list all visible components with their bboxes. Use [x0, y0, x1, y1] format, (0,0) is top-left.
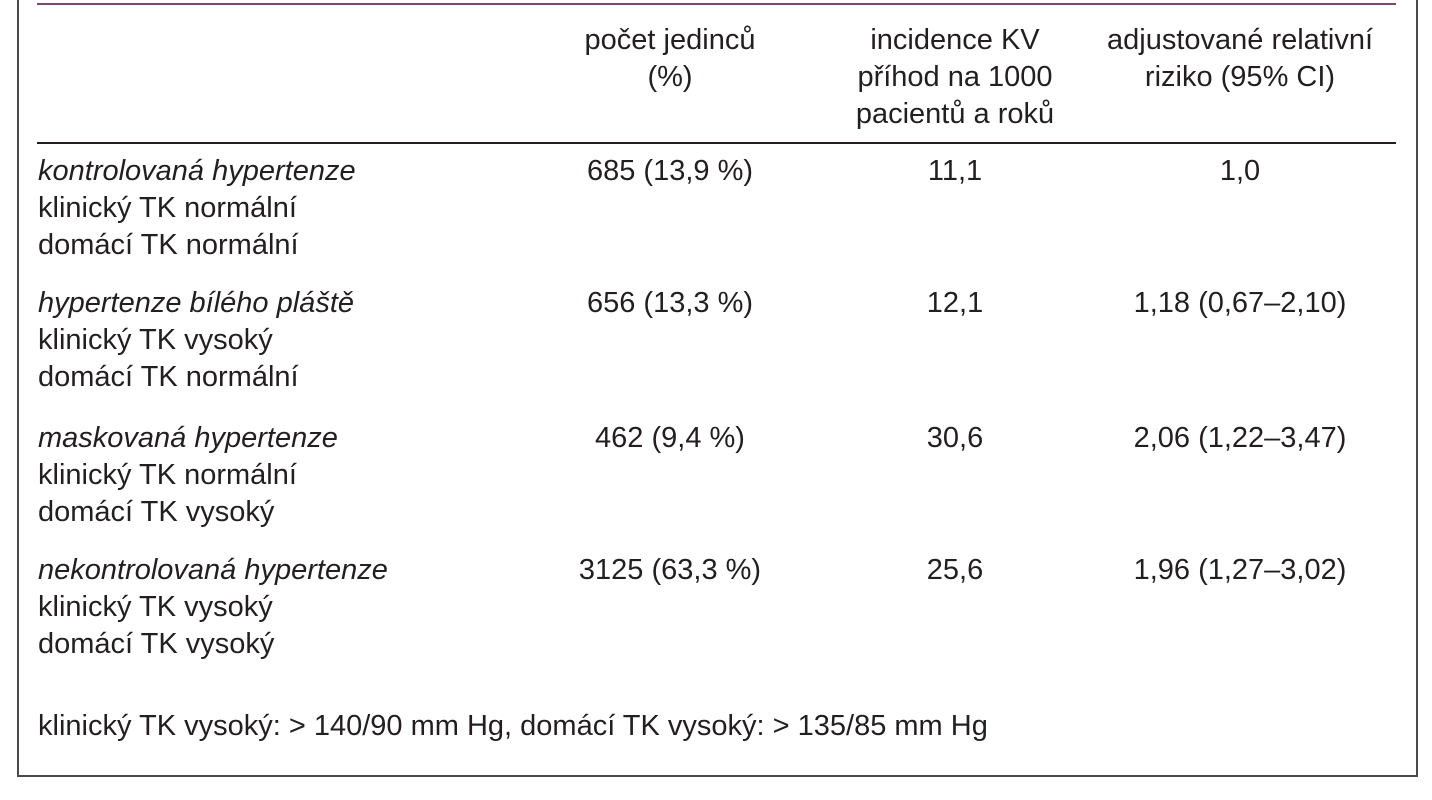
row-incidence: 12,1 [926, 287, 984, 319]
table-footnote: klinický TK vysoký: > 140/90 mm Hg, domá… [38, 710, 988, 742]
row-home: domácí TK vysoký [38, 496, 275, 528]
row-incidence: 30,6 [926, 422, 984, 454]
table-frame [17, 0, 1418, 777]
row-category: nekontrolovaná hypertenze [38, 554, 388, 586]
header-count: počet jedinců (%) [584, 24, 756, 93]
row-clinical: klinický TK normální [38, 459, 297, 491]
row-count: 685 (13,9 %) [586, 155, 754, 187]
row-incidence: 11,1 [927, 155, 983, 187]
row-category: hypertenze bílého pláště [38, 287, 354, 319]
row-category: maskovaná hypertenze [38, 422, 338, 454]
row-count: 656 (13,3 %) [586, 287, 754, 319]
row-risk: 2,06 (1,22–3,47) [1133, 422, 1347, 454]
row-category: kontrolovaná hypertenze [38, 155, 356, 187]
row-count: 462 (9,4 %) [595, 422, 745, 454]
row-risk: 1,96 (1,27–3,02) [1133, 554, 1347, 586]
row-risk: 1,0 [1219, 155, 1261, 187]
row-clinical: klinický TK vysoký [38, 324, 273, 356]
row-home: domácí TK vysoký [38, 628, 275, 660]
header-rule [37, 142, 1396, 144]
row-count: 3125 (63,3 %) [578, 554, 762, 586]
row-clinical: klinický TK vysoký [38, 591, 273, 623]
row-home: domácí TK normální [38, 229, 299, 261]
row-clinical: klinický TK normální [38, 192, 297, 224]
header-risk: adjustované relativní riziko (95% CI) [1107, 24, 1373, 93]
header-incidence: incidence KV příhod na 1000 pacientů a r… [855, 24, 1055, 130]
row-risk: 1,18 (0,67–2,10) [1133, 287, 1347, 319]
top-rule [37, 3, 1396, 5]
row-home: domácí TK normální [38, 361, 299, 393]
row-incidence: 25,6 [926, 554, 984, 586]
